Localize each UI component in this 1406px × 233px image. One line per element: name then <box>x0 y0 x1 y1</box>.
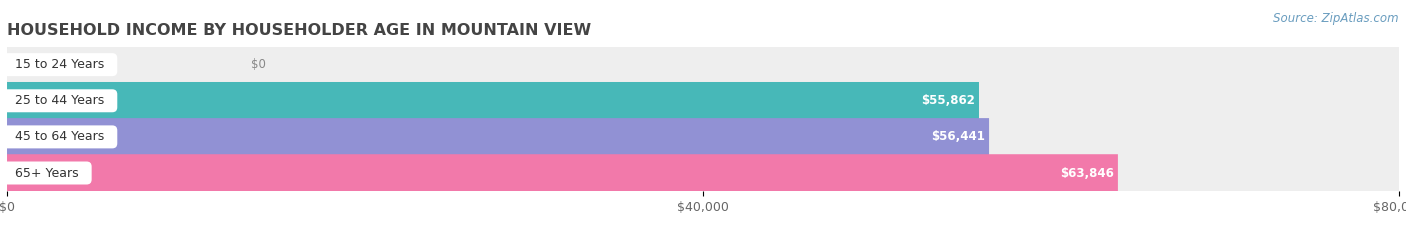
FancyBboxPatch shape <box>7 48 1399 81</box>
Text: Source: ZipAtlas.com: Source: ZipAtlas.com <box>1274 12 1399 25</box>
Text: $0: $0 <box>250 58 266 71</box>
FancyBboxPatch shape <box>7 157 1399 189</box>
Text: HOUSEHOLD INCOME BY HOUSEHOLDER AGE IN MOUNTAIN VIEW: HOUSEHOLD INCOME BY HOUSEHOLDER AGE IN M… <box>7 24 591 38</box>
Text: 45 to 64 Years: 45 to 64 Years <box>7 130 112 143</box>
FancyBboxPatch shape <box>7 82 1399 120</box>
FancyBboxPatch shape <box>7 154 1399 192</box>
FancyBboxPatch shape <box>7 121 1399 153</box>
FancyBboxPatch shape <box>7 82 979 120</box>
FancyBboxPatch shape <box>7 85 1399 117</box>
Text: 25 to 44 Years: 25 to 44 Years <box>7 94 112 107</box>
FancyBboxPatch shape <box>7 118 1399 156</box>
Text: 65+ Years: 65+ Years <box>7 167 87 179</box>
Text: $55,862: $55,862 <box>921 94 974 107</box>
Text: $56,441: $56,441 <box>931 130 984 143</box>
FancyBboxPatch shape <box>7 154 1118 192</box>
Text: 15 to 24 Years: 15 to 24 Years <box>7 58 112 71</box>
FancyBboxPatch shape <box>7 46 1399 83</box>
FancyBboxPatch shape <box>7 118 988 156</box>
Text: $63,846: $63,846 <box>1060 167 1114 179</box>
